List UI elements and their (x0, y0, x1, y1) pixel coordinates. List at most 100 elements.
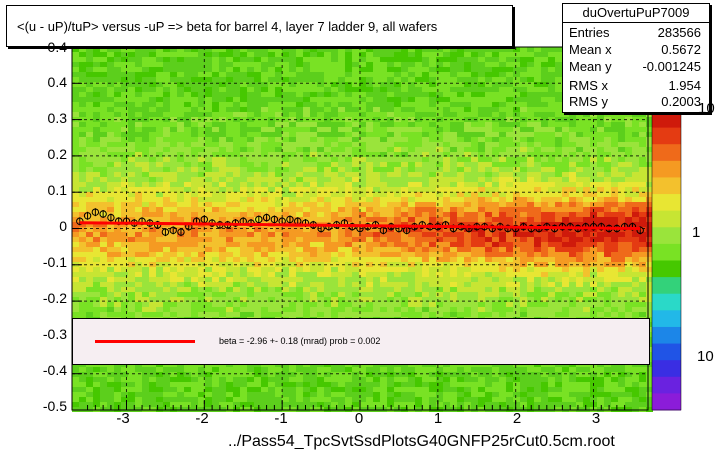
heatmap-cell (338, 242, 345, 247)
heatmap-cell (639, 247, 646, 252)
heatmap-cell (303, 202, 310, 207)
heatmap-cell (205, 312, 212, 317)
heatmap-cell (632, 207, 639, 212)
heatmap-cell (541, 127, 548, 132)
heatmap-cell (520, 57, 527, 62)
heatmap-cell (338, 82, 345, 87)
heatmap-cell (128, 172, 135, 177)
heatmap-cell (205, 282, 212, 287)
heatmap-cell (471, 152, 478, 157)
heatmap-cell (128, 272, 135, 277)
heatmap-cell (240, 202, 247, 207)
heatmap-cell (352, 107, 359, 112)
heatmap-cell (303, 232, 310, 237)
heatmap-cell (541, 232, 548, 237)
heatmap-cell (422, 192, 429, 197)
heatmap-cell (331, 122, 338, 127)
heatmap-cell (261, 142, 268, 147)
heatmap-cell (625, 232, 632, 237)
heatmap-cell (373, 152, 380, 157)
heatmap-cell (191, 247, 198, 252)
heatmap-cell (72, 187, 79, 192)
heatmap-cell (373, 122, 380, 127)
heatmap-cell (282, 62, 289, 67)
heatmap-cell (114, 177, 121, 182)
heatmap-cell (548, 107, 555, 112)
heatmap-cell (198, 227, 205, 232)
heatmap-cell (625, 272, 632, 277)
heatmap-cell (457, 217, 464, 222)
heatmap-cell (345, 312, 352, 317)
heatmap-cell (513, 287, 520, 292)
heatmap-cell (492, 87, 499, 92)
heatmap-cell (289, 172, 296, 177)
heatmap-cell (401, 232, 408, 237)
heatmap-cell (415, 197, 422, 202)
heatmap-cell (177, 257, 184, 262)
heatmap-cell (422, 312, 429, 317)
heatmap-cell (632, 122, 639, 127)
heatmap-cell (443, 307, 450, 312)
heatmap-cell (450, 212, 457, 217)
heatmap-cell (282, 157, 289, 162)
heatmap-cell (569, 127, 576, 132)
heatmap-cell (625, 247, 632, 252)
heatmap-cell (149, 62, 156, 67)
heatmap-cell (184, 192, 191, 197)
heatmap-cell (590, 277, 597, 282)
heatmap-cell (478, 132, 485, 137)
heatmap-cell (499, 302, 506, 307)
heatmap-cell (268, 172, 275, 177)
heatmap-cell (359, 182, 366, 187)
heatmap-cell (632, 312, 639, 317)
heatmap-cell (191, 197, 198, 202)
heatmap-cell (79, 257, 86, 262)
heatmap-cell (562, 177, 569, 182)
heatmap-cell (79, 232, 86, 237)
heatmap-cell (485, 297, 492, 302)
heatmap-cell (114, 182, 121, 187)
heatmap-cell (352, 87, 359, 92)
heatmap-cell (268, 202, 275, 207)
heatmap-cell (429, 177, 436, 182)
heatmap-cell (576, 187, 583, 192)
heatmap-cell (93, 182, 100, 187)
heatmap-cell (212, 57, 219, 62)
heatmap-cell (590, 242, 597, 247)
heatmap-cell (401, 102, 408, 107)
heatmap-cell (380, 67, 387, 72)
heatmap-cell (450, 267, 457, 272)
heatmap-cell (324, 132, 331, 137)
heatmap-cell (541, 122, 548, 127)
heatmap-cell (541, 112, 548, 117)
heatmap-cell (352, 82, 359, 87)
heatmap-cell (429, 152, 436, 157)
heatmap-cell (303, 207, 310, 212)
heatmap-cell (562, 192, 569, 197)
heatmap-cell (275, 217, 282, 222)
heatmap-cell (247, 177, 254, 182)
heatmap-cell (310, 167, 317, 172)
heatmap-cell (422, 52, 429, 57)
heatmap-cell (394, 92, 401, 97)
heatmap-cell (625, 147, 632, 152)
heatmap-cell (142, 92, 149, 97)
heatmap-cell (156, 237, 163, 242)
heatmap-cell (352, 172, 359, 177)
heatmap-cell (471, 62, 478, 67)
heatmap-cell (562, 277, 569, 282)
heatmap-cell (380, 127, 387, 132)
heatmap-cell (275, 187, 282, 192)
heatmap-cell (555, 122, 562, 127)
heatmap-cell (156, 287, 163, 292)
heatmap-cell (219, 87, 226, 92)
heatmap-cell (436, 182, 443, 187)
heatmap-cell (135, 107, 142, 112)
heatmap-cell (303, 102, 310, 107)
heatmap-cell (576, 137, 583, 142)
heatmap-cell (156, 297, 163, 302)
heatmap-cell (373, 297, 380, 302)
heatmap-cell (506, 192, 513, 197)
heatmap-cell (93, 302, 100, 307)
heatmap-cell (548, 172, 555, 177)
